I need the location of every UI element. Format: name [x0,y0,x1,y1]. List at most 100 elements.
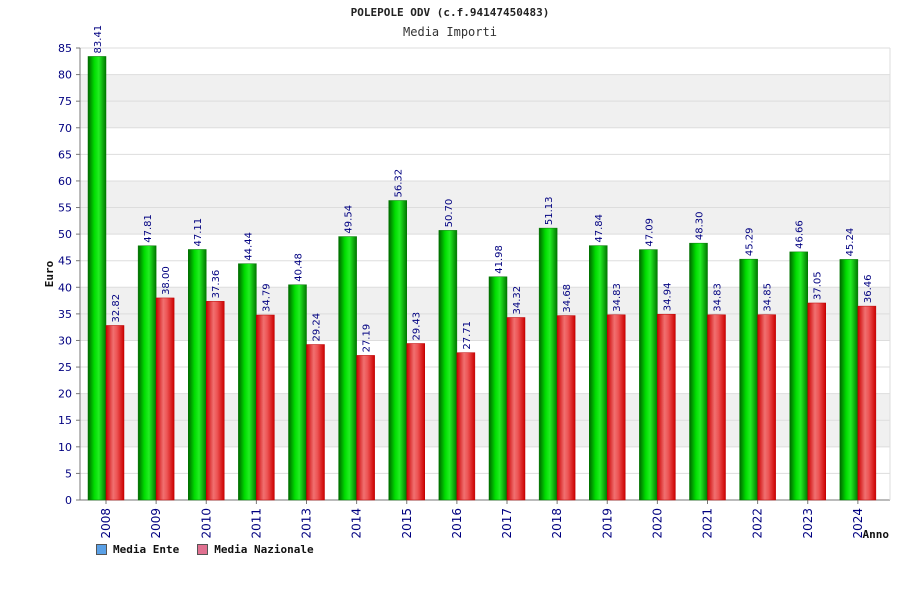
bar-ente [238,263,257,501]
bar-ente [488,276,508,501]
bar-ente [538,227,558,501]
x-tick-label: 2018 [550,508,564,539]
data-label: 49.54 [344,205,355,234]
data-label: 46.66 [795,220,806,249]
y-tick-label: 55 [58,202,72,215]
data-label: 34.94 [662,283,673,312]
data-label: 45.29 [745,228,756,257]
data-label: 34.32 [512,286,523,315]
data-label: 47.84 [594,214,605,243]
x-axis-label: Anno [863,528,890,541]
y-tick-label: 35 [58,308,72,321]
legend-swatch-ente [96,544,107,555]
data-label: 34.83 [713,283,724,312]
data-label: 40.48 [294,253,305,282]
bar-nazionale [155,297,175,501]
bar-nazionale [406,343,425,501]
data-label: 83.41 [93,25,104,54]
bar-ente [689,242,708,501]
data-label: 27.19 [362,324,373,353]
y-tick-label: 30 [58,334,72,347]
bar-ente [338,236,357,501]
data-label: 34.79 [261,283,272,312]
data-label: 38.00 [161,266,172,295]
data-label: 29.43 [412,312,423,341]
data-label: 29.24 [312,313,323,342]
x-tick-label: 2008 [99,508,113,539]
data-label: 48.30 [695,212,706,241]
y-tick-label: 40 [58,281,72,294]
bar-nazionale [356,355,375,501]
legend-label-ente: Media Ente [113,543,180,556]
chart-title: POLEPOLE ODV (c.f.94147450483) [350,6,550,19]
bar-nazionale [256,314,275,501]
x-tick-label: 2010 [199,508,213,539]
data-label: 32.82 [111,294,122,323]
bar-nazionale [807,302,826,501]
x-tick-label: 2011 [249,508,263,539]
bar-nazionale [607,314,626,501]
y-tick-label: 20 [58,388,72,401]
y-tick-label: 15 [58,414,72,427]
legend: Media Ente Media Nazionale [96,543,314,556]
y-tick-label: 65 [58,148,72,161]
bar-nazionale [506,317,526,501]
x-tick-label: 2013 [300,508,314,539]
bar-ente [639,249,658,501]
bar-nazionale [556,315,576,501]
bar-ente [438,230,458,501]
x-tick-label: 2020 [650,508,664,539]
y-tick-label: 80 [58,69,72,82]
x-tick-label: 2022 [751,508,765,539]
data-label: 41.98 [494,245,505,274]
x-tick-label: 2017 [500,508,514,539]
legend-swatch-nazionale [197,544,209,555]
x-tick-label: 2023 [801,508,815,539]
data-label: 34.68 [562,284,573,313]
bar-nazionale [306,344,325,501]
y-tick-label: 50 [58,228,72,241]
data-label: 27.71 [462,321,473,350]
bar-nazionale [206,301,225,501]
bar-ente [789,251,808,501]
bar-ente [388,200,407,501]
bar-ente [739,258,758,501]
data-label: 37.05 [813,271,824,300]
y-tick-label: 70 [58,122,72,135]
bar-nazionale [105,325,125,501]
y-tick-label: 5 [65,467,72,480]
data-label: 36.46 [863,274,874,303]
data-label: 44.44 [243,232,254,261]
x-tick-label: 2014 [350,508,364,539]
bar-ente [188,249,207,501]
y-tick-label: 0 [65,494,72,507]
y-tick-label: 75 [58,95,72,108]
bar-nazionale [707,314,726,501]
x-tick-label: 2015 [400,508,414,539]
bar-ente [137,245,157,501]
bar-nazionale [857,305,877,501]
data-label: 47.09 [644,218,655,247]
x-tick-label: 2021 [701,508,715,539]
data-label: 34.85 [763,283,774,312]
x-tick-label: 2009 [149,508,163,539]
data-label: 56.32 [394,169,405,198]
data-label: 50.70 [444,199,455,228]
data-label: 51.13 [544,196,555,225]
bar-nazionale [757,314,776,501]
data-label: 47.11 [193,218,204,247]
y-tick-label: 45 [58,255,72,268]
data-label: 34.83 [612,283,623,312]
bar-nazionale [456,352,476,501]
y-tick-label: 85 [58,42,72,55]
legend-item-nazionale: Media Nazionale [197,543,314,556]
bar-nazionale [657,313,676,501]
bar-ente [839,259,859,501]
data-label: 45.24 [845,228,856,257]
x-tick-label: 2019 [600,508,614,539]
chart-subtitle: Media Importi [403,25,497,39]
y-tick-label: 10 [58,441,72,454]
y-axis-label: Euro [43,260,56,287]
data-label: 47.81 [143,214,154,243]
